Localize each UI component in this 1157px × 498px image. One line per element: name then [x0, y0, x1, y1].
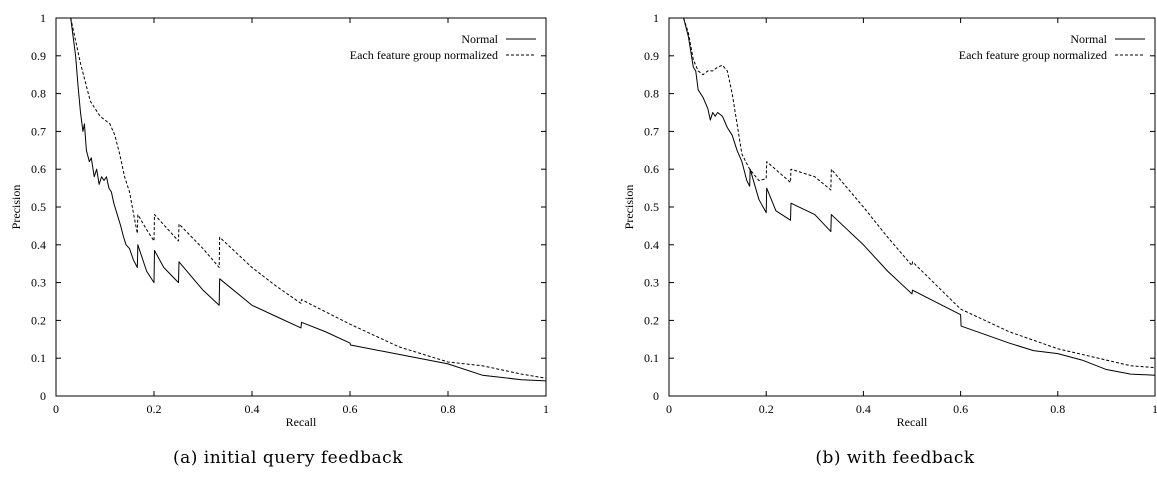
x-tick-label: 0.6 — [343, 402, 358, 416]
legend-label: Normal — [1070, 32, 1107, 46]
x-tick-label: 0.8 — [441, 402, 456, 416]
legend-label: Each feature group normalized — [959, 48, 1107, 62]
legend-label: Each feature group normalized — [350, 48, 498, 62]
chart-a: 0 0.1 0.2 0.3 0.4 0.5 0.6 0.7 0.8 0.9 1 0 0.2 0.4 0.6 0… — [9, 11, 549, 429]
x-tick-label: 1 — [543, 402, 549, 416]
y-tick-label: 0.4 — [31, 238, 46, 252]
y-tick-label: 0.5 — [644, 200, 659, 214]
x-tick-label: 0.4 — [245, 402, 260, 416]
y-axis-label: Precision — [9, 185, 23, 230]
y-tick-label: 0.6 — [644, 162, 659, 176]
x-tick-label: 0.8 — [1050, 402, 1065, 416]
y-tick-label: 0.8 — [31, 87, 46, 101]
x-tick-label: 0 — [53, 402, 59, 416]
x-tick-label: 0.2 — [759, 402, 774, 416]
y-tick-label: 0.2 — [644, 313, 659, 327]
y-tick-label: 0.9 — [31, 49, 46, 63]
series-line-normal — [683, 17, 1156, 376]
y-tick-label: 0.8 — [644, 87, 659, 101]
x-tick-label: 0.6 — [953, 402, 968, 416]
y-tick-label: 0.4 — [644, 238, 659, 252]
series-line-group-normalized — [683, 17, 1156, 369]
y-tick-label: 0.2 — [31, 313, 46, 327]
x-axis-label: Recall — [897, 415, 928, 429]
y-tick-label: 0 — [40, 389, 46, 403]
y-tick-label: 0.9 — [644, 49, 659, 63]
legend-label: Normal — [461, 32, 498, 46]
x-tick-label: 0 — [666, 402, 672, 416]
y-tick-label: 1 — [653, 11, 659, 25]
chart-b: 0 0.1 0.2 0.3 0.4 0.5 0.6 0.7 0.8 0.9 1 0 0.2 0.4 0.6 0… — [622, 11, 1157, 429]
series-line-normal — [70, 17, 547, 382]
y-tick-label: 0.5 — [31, 200, 46, 214]
y-tick-label: 0.1 — [31, 351, 46, 365]
y-tick-label: 0.3 — [31, 276, 46, 290]
x-tick-label: 0.4 — [856, 402, 871, 416]
y-axis-label: Precision — [622, 185, 636, 230]
y-tick-label: 1 — [40, 11, 46, 25]
plot-frame — [668, 17, 1156, 397]
x-axis-label: Recall — [286, 415, 317, 429]
y-tick-label: 0.3 — [644, 276, 659, 290]
caption-a: (a) initial query feedback — [172, 448, 404, 468]
y-tick-label: 0.7 — [644, 124, 659, 138]
plot-frame — [55, 17, 547, 397]
x-tick-label: 1 — [1152, 402, 1157, 416]
x-tick-label: 0.2 — [147, 402, 162, 416]
y-tick-label: 0.6 — [31, 162, 46, 176]
series-line-group-normalized — [70, 17, 547, 379]
y-tick-label: 0 — [653, 389, 659, 403]
y-tick-label: 0.1 — [644, 351, 659, 365]
y-tick-label: 0.7 — [31, 124, 46, 138]
caption-b: (b) with feedback — [815, 448, 975, 468]
